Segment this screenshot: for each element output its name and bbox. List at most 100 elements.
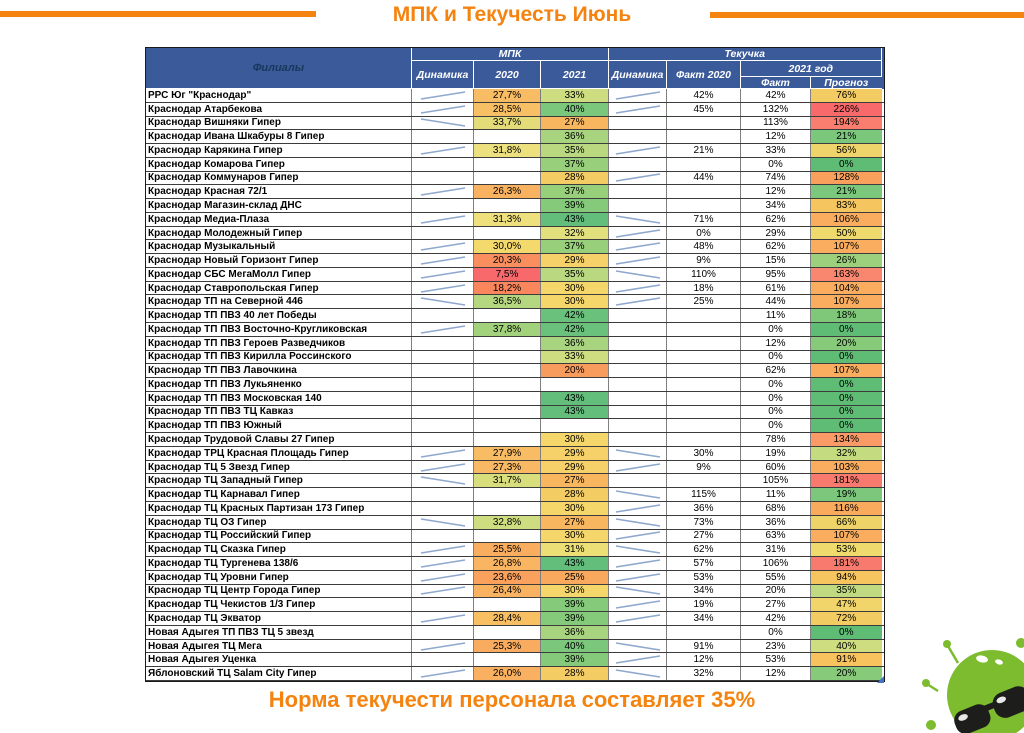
turnover-fact-cell: 74% [741, 171, 811, 185]
table-row: Краснодар ТРЦ Красная Площадь Гипер 27,9%… [146, 446, 884, 461]
mpk-2021-cell: 37% [541, 240, 609, 254]
branch-name: Новая Адыгея Уценка [146, 653, 412, 667]
turnover-norm-note: Норма текучести персонала составляет 35% [268, 687, 756, 712]
turnover-forecast-cell: 72% [811, 612, 882, 625]
mpk-2021-cell: 40% [541, 102, 609, 116]
dns-mascot-logo [922, 638, 1024, 733]
mpk-2021-cell: 31% [541, 543, 609, 557]
mpk-2021-cell: 29% [541, 254, 609, 267]
turnover-fact-2020-cell [667, 336, 741, 350]
table-body: РРС Юг "Краснодар" 27,7% 33% 42% 42% 76% Красн… [146, 89, 884, 681]
turnover-forecast-cell: 20% [811, 336, 882, 350]
turnover-fact-cell: 0% [741, 419, 811, 433]
turnover-forecast-cell: 94% [811, 570, 882, 584]
mpk-dynamics-cell [412, 281, 474, 295]
sparkline-up-icon [420, 146, 465, 155]
mpk-dynamics-cell [412, 419, 474, 433]
table-row: Краснодар ТЦ Российский Гипер 30% 27% 63% 10… [146, 529, 884, 544]
table-row: Краснодар Вишняки Гипер 33,7% 27% 113% 194% [146, 116, 884, 131]
table-row: Краснодар ТЦ Чекистов 1/3 Гипер 39% 19% 27%… [146, 598, 884, 613]
mpk-dynamics-cell [412, 89, 474, 102]
turnover-dynamics-cell [609, 557, 667, 570]
turnover-dynamics-cell [609, 295, 667, 309]
turnover-fact-cell: 95% [741, 267, 811, 281]
branch-name: Краснодар Трудовой Славы 27 Гипер [146, 433, 412, 446]
turnover-forecast-cell: 21% [811, 185, 882, 199]
turnover-dynamics-cell [609, 598, 667, 612]
turnover-fact-2020-cell: 12% [667, 653, 741, 667]
turnover-dynamics-cell [609, 378, 667, 391]
turnover-dynamics-cell [609, 281, 667, 295]
mpk-2020-cell: 33,7% [474, 116, 541, 130]
turnover-fact-2020-cell: 73% [667, 515, 741, 529]
branch-name: Краснодар Медиа-Плаза [146, 212, 412, 226]
turnover-fact-2020-cell: 21% [667, 144, 741, 157]
table-row: Краснодар ТП ПВЗ ТЦ Кавказ 43% 0% 0% [146, 405, 884, 420]
branch-name: Краснодар Атарбекова [146, 102, 412, 116]
mpk-dynamics-cell [412, 612, 474, 625]
mpk-dynamics-cell [412, 474, 474, 488]
mpk-2021-cell: 29% [541, 446, 609, 460]
branch-name: Краснодар ТП ПВЗ Лукьяненко [146, 378, 412, 391]
turnover-forecast-cell: 47% [811, 598, 882, 612]
turnover-fact-2020-cell [667, 625, 741, 639]
header-turnover-2021-group: 2021 год [741, 61, 882, 77]
turnover-dynamics-cell [609, 254, 667, 267]
branch-name: Краснодар ТЦ Российский Гипер [146, 529, 412, 543]
turnover-fact-cell: 78% [741, 433, 811, 446]
turnover-forecast-cell: 103% [811, 460, 882, 474]
turnover-fact-2020-cell: 48% [667, 240, 741, 254]
mpk-2021-cell: 39% [541, 653, 609, 667]
turnover-fact-cell: 0% [741, 323, 811, 336]
turnover-fact-cell: 0% [741, 350, 811, 364]
table-row: Краснодар Коммунаров Гипер 28% 44% 74% 128% [146, 171, 884, 186]
turnover-fact-cell: 34% [741, 199, 811, 212]
mpk-dynamics-cell [412, 350, 474, 364]
turnover-dynamics-cell [609, 157, 667, 171]
turnover-fact-cell: 33% [741, 144, 811, 157]
sparkline-up-icon [420, 187, 465, 197]
sparkline-down-icon [615, 669, 660, 678]
table-row: РРС Юг "Краснодар" 27,7% 33% 42% 42% 76% [146, 89, 884, 103]
branch-name: Краснодар ТП ПВЗ Героев Разведчиков [146, 336, 412, 350]
mpk-2021-cell: 40% [541, 639, 609, 653]
sparkline-up-icon [420, 91, 465, 100]
mpk-2021-cell: 30% [541, 433, 609, 446]
turnover-dynamics-cell [609, 185, 667, 199]
turnover-fact-cell: 62% [741, 212, 811, 226]
mpk-dynamics-cell [412, 102, 474, 116]
turnover-forecast-cell: 107% [811, 240, 882, 254]
mpk-2020-cell [474, 378, 541, 391]
sparkline-down-icon [420, 297, 465, 307]
mpk-2020-cell [474, 309, 541, 323]
mpk-2021-cell: 39% [541, 612, 609, 625]
header-group-turnover: Текучка [609, 48, 882, 61]
mpk-2020-cell [474, 391, 541, 405]
turnover-forecast-cell: 0% [811, 391, 882, 405]
turnover-fact-cell: 29% [741, 226, 811, 240]
turnover-fact-cell: 42% [741, 89, 811, 102]
header-branch: Филиалы [146, 48, 412, 89]
mpk-2020-cell: 25,3% [474, 639, 541, 653]
turnover-forecast-cell: 0% [811, 625, 882, 639]
turnover-fact-2020-cell: 9% [667, 254, 741, 267]
sparkline-up-icon [420, 641, 465, 651]
sparkline-down-icon [615, 586, 660, 596]
turnover-fact-2020-cell [667, 185, 741, 199]
turnover-dynamics-cell [609, 212, 667, 226]
turnover-fact-2020-cell [667, 433, 741, 446]
turnover-fact-cell: 62% [741, 364, 811, 378]
turnover-fact-2020-cell: 18% [667, 281, 741, 295]
turnover-fact-2020-cell: 91% [667, 639, 741, 653]
mpk-2020-cell: 27,7% [474, 89, 541, 102]
table-row: Новая Адыгея ТП ПВЗ ТЦ 5 звезд 36% 0% 0% [146, 625, 884, 640]
turnover-forecast-cell: 91% [811, 653, 882, 667]
turnover-dynamics-cell [609, 529, 667, 543]
turnover-dynamics-cell [609, 171, 667, 185]
mpk-dynamics-cell [412, 653, 474, 667]
turnover-forecast-cell: 0% [811, 157, 882, 171]
turnover-fact-2020-cell: 62% [667, 543, 741, 557]
corner-marker [877, 675, 884, 683]
turnover-fact-2020-cell: 19% [667, 598, 741, 612]
branch-name: Краснодар Молодежный Гипер [146, 226, 412, 240]
